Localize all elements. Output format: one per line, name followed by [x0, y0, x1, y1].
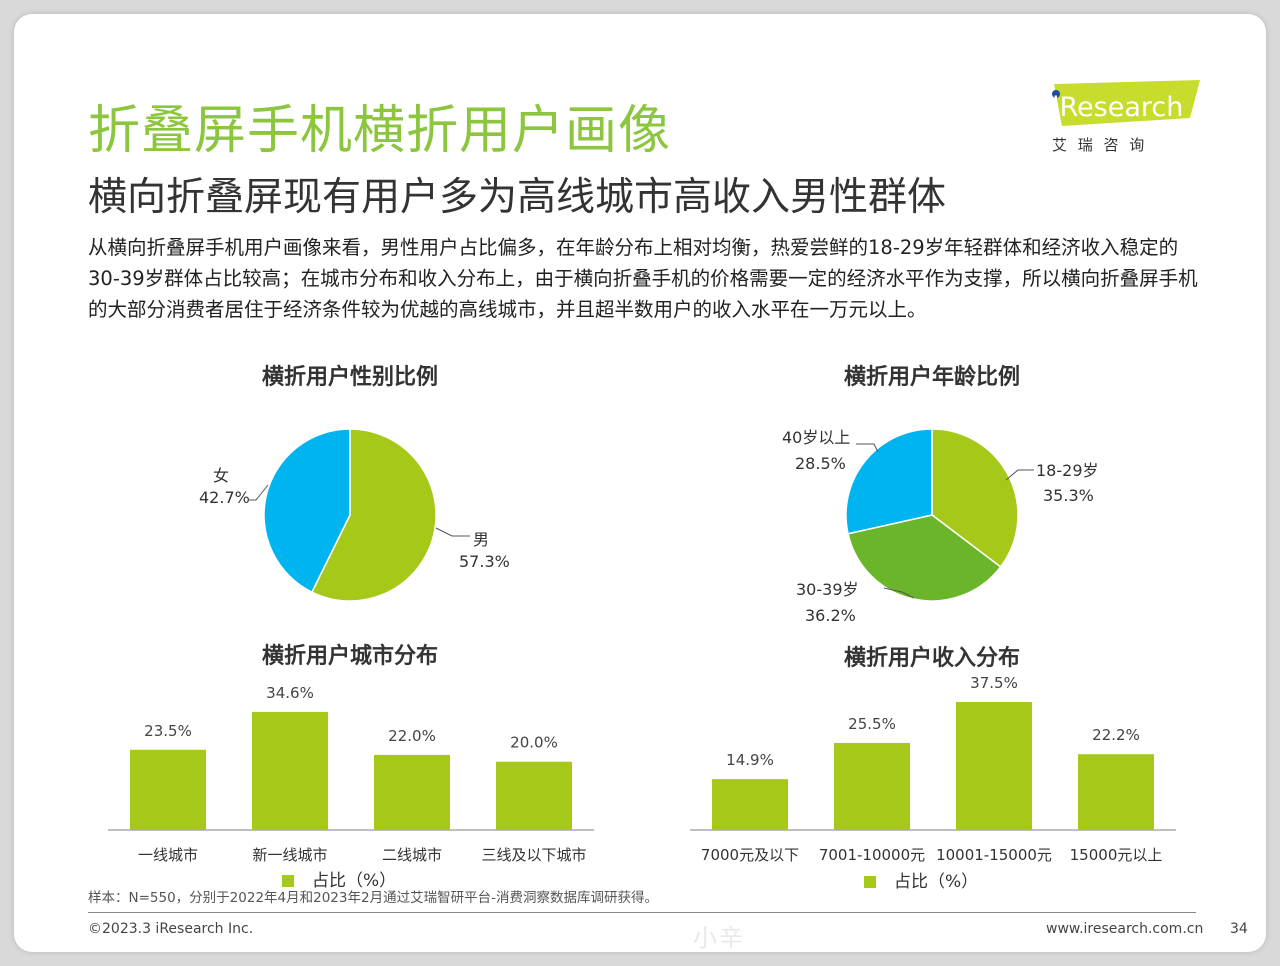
page-number: 34: [1230, 921, 1248, 937]
age-chart-title: 横折用户年龄比例: [843, 365, 1021, 390]
city-value-label-3: 20.0%: [510, 734, 558, 752]
description-text: 从横向折叠屏手机用户画像来看，男性用户占比偏多，在年龄分布上相对均衡，热爱尝鲜的…: [88, 236, 1198, 321]
city-legend: 占比（%）: [282, 866, 396, 891]
city-category-label-2: 二线城市: [382, 846, 442, 864]
city-category-label-0: 一线城市: [138, 846, 198, 864]
income-value-label-1: 25.5%: [848, 715, 896, 733]
gender-female-value: 42.7%: [199, 488, 250, 507]
slide: [14, 14, 1266, 952]
gender-chart-title: 横折用户性别比例: [261, 365, 439, 390]
city-value-label-1: 34.6%: [266, 684, 314, 702]
city-legend-label: 占比（%）: [312, 871, 397, 891]
logo-chinese: 艾 瑞 咨 询: [1052, 136, 1147, 154]
age-40plus-label: 40岁以上: [782, 428, 851, 447]
city-category-label-1: 新一线城市: [252, 846, 327, 864]
footer-divider: [88, 912, 1196, 913]
gender-male-label: 男: [473, 530, 490, 549]
income-category-label-0: 7000元及以下: [701, 846, 799, 864]
city-bar-1: [252, 711, 328, 830]
page-title: 折叠屏手机横折用户画像: [88, 101, 672, 161]
income-chart-title: 横折用户收入分布: [843, 646, 1021, 671]
income-bar-1: [834, 742, 910, 830]
age-pie-slice-1: [847, 514, 1002, 602]
website-link[interactable]: www.iresearch.com.cn: [1046, 921, 1204, 937]
gender-male-value: 57.3%: [459, 552, 510, 571]
income-legend: 占比（%）: [864, 867, 978, 892]
income-value-label-2: 37.5%: [970, 674, 1018, 692]
city-chart-title: 横折用户城市分布: [261, 644, 439, 669]
income-value-label-3: 22.2%: [1092, 726, 1140, 744]
watermark: 小辛: [693, 924, 745, 952]
income-bar-3: [1078, 754, 1154, 830]
legend-swatch: [282, 875, 294, 887]
gender-pie-slice-0: [310, 428, 437, 602]
age-pie-slice-0: [931, 428, 1019, 568]
city-bar-0: [130, 749, 206, 830]
age-40plus-value: 28.5%: [795, 454, 846, 473]
age-pie-slice-2: [845, 428, 933, 535]
age-30-39-value: 36.2%: [805, 606, 856, 625]
income-value-label-0: 14.9%: [726, 751, 774, 769]
copyright: ©2023.3 iResearch Inc.: [88, 921, 254, 937]
legend-swatch: [864, 876, 876, 888]
city-bar-2: [374, 754, 450, 830]
income-bar-chart: 14.9% 7000元及以下 25.5% 7001-10000元 37.5% 10001-…: [690, 674, 1176, 864]
gender-leader-lines: [248, 484, 470, 537]
income-bar-0: [712, 779, 788, 830]
age-30-39-label: 30-39岁: [796, 580, 859, 599]
age-18-29-value: 35.3%: [1043, 486, 1094, 505]
age-pie-chart: [845, 428, 1019, 602]
gender-female-label: 女: [213, 466, 230, 485]
city-bar-3: [496, 761, 572, 830]
page-subtitle: 横向折叠屏现有用户多为高线城市高收入男性群体: [88, 175, 947, 220]
iresearch-logo: iResearch 艾 瑞 咨 询: [1050, 80, 1202, 154]
city-value-label-2: 22.0%: [388, 727, 436, 745]
income-bar-2: [956, 702, 1032, 830]
income-category-label-3: 15000元以上: [1070, 846, 1163, 864]
income-category-label-2: 10001-15000元: [936, 846, 1052, 864]
gender-pie-chart: [263, 428, 437, 602]
age-leader-lines: [856, 443, 1034, 599]
city-category-label-3: 三线及以下城市: [481, 846, 586, 864]
income-category-label-1: 7001-10000元: [819, 846, 925, 864]
city-value-label-0: 23.5%: [144, 722, 192, 740]
sample-note: 样本：N=550，分别于2022年4月和2023年2月通过艾瑞智研平台-消费洞察…: [88, 890, 658, 906]
age-18-29-label: 18-29岁: [1036, 461, 1099, 480]
gender-pie-slice-1: [263, 428, 351, 594]
city-bar-chart: 23.5% 一线城市 34.6% 新一线城市 22.0% 二线城市 20.0% 三线及以下城市: [108, 684, 594, 864]
logo-wordmark: iResearch: [1052, 92, 1183, 123]
income-legend-label: 占比（%）: [894, 872, 979, 892]
